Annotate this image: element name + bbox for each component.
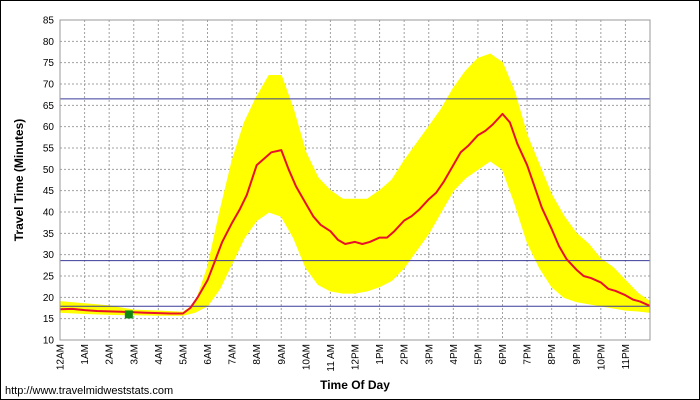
x-tick-label: 4PM <box>449 344 460 365</box>
x-tick-label: 7PM <box>523 344 534 365</box>
x-tick-label: 8PM <box>547 344 558 365</box>
marker-group <box>124 310 133 319</box>
y-tick-label: 55 <box>43 144 55 155</box>
y-tick-label: 20 <box>43 293 55 304</box>
x-tick-labels: 12AM 1AM 2AM 3AM 4AM 5AM 6AM 7AM 8AM 9AM 10AM 11 AM… <box>56 344 632 372</box>
x-tick-label: 11PM <box>621 344 632 369</box>
y-tick-label: 75 <box>43 58 55 69</box>
y-tick-label: 80 <box>43 37 55 48</box>
x-tick-label: 11 AM <box>326 344 337 372</box>
credit-text: http://www.travelmidweststats.com <box>5 385 173 397</box>
y-tick-label: 10 <box>43 336 55 347</box>
y-tick-label: 45 <box>43 186 55 197</box>
plot-border <box>59 19 651 341</box>
reference-lines <box>60 98 650 307</box>
x-tick-label: 3AM <box>129 344 140 365</box>
x-tick-label: 9AM <box>277 344 288 365</box>
x-tick-label: 10PM <box>596 344 607 370</box>
y-tick-label: 60 <box>43 122 55 133</box>
y-tick-label: 25 <box>43 272 55 283</box>
x-tick-label: 12PM <box>351 344 362 370</box>
x-tick-label: 3PM <box>424 344 435 365</box>
x-tick-label: 10AM <box>301 344 312 370</box>
x-tick-label: 2AM <box>105 344 116 365</box>
x-tick-label: 2PM <box>400 344 411 365</box>
y-tick-label: 30 <box>43 250 55 261</box>
y-axis-title: Travel Time (Minutes) <box>12 119 26 241</box>
y-tick-label: 15 <box>43 314 55 325</box>
y-tick-label: 40 <box>43 208 55 219</box>
x-tick-label: 5AM <box>178 344 189 365</box>
x-tick-label: 8AM <box>252 344 263 365</box>
x-axis-title: Time Of Day <box>320 378 390 392</box>
x-tick-label: 1AM <box>80 344 91 365</box>
x-tick-label: 1PM <box>375 344 386 365</box>
x-tick-label: 5PM <box>473 344 484 365</box>
series-group <box>59 112 651 315</box>
y-tick-label: 65 <box>43 101 55 112</box>
series-line <box>59 112 651 315</box>
x-tick-label: 9PM <box>572 344 583 365</box>
x-tick-label: 6PM <box>498 344 509 365</box>
y-tick-labels: 10 15 20 25 30 35 40 45 50 55 60 65 70 75 80 85 <box>43 16 55 347</box>
x-tick-label: 12AM <box>56 344 67 370</box>
x-tick-label: 4AM <box>154 344 165 365</box>
y-tick-label: 50 <box>43 165 55 176</box>
y-tick-label: 35 <box>43 229 55 240</box>
current-marker <box>124 310 133 319</box>
y-tick-label: 70 <box>43 80 55 91</box>
x-tick-label: 7AM <box>228 344 239 365</box>
y-tick-label: 85 <box>43 16 55 27</box>
x-tick-label: 6AM <box>203 344 214 365</box>
